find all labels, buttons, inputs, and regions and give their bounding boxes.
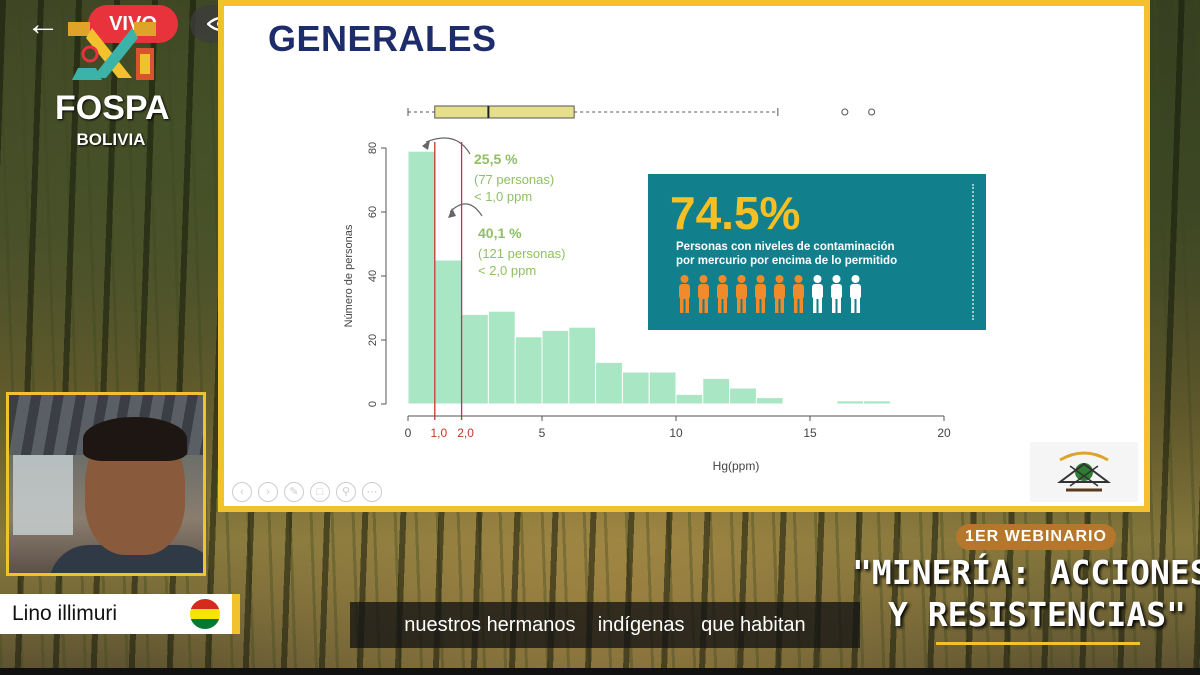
reference-line-label: 2,0: [457, 426, 474, 440]
x-tick-label: 20: [937, 426, 951, 440]
org-logo-name: FOSPA: [55, 89, 170, 127]
histogram-bar: [487, 310, 516, 405]
fospa-logo-icon: [68, 22, 156, 80]
y-tick-label: 40: [367, 270, 379, 282]
person-icon: [755, 275, 766, 313]
infobox-percent: 74.5%: [670, 187, 801, 239]
histogram-bar: [514, 336, 543, 405]
presenter-name: Lino illimuri: [12, 602, 118, 625]
organization-seal-icon: [1030, 442, 1138, 502]
x-axis-label: Hg(ppm): [713, 459, 760, 473]
annotation-1-count: (77 personas): [474, 172, 554, 187]
person-icon: [850, 275, 861, 313]
histogram-bar: [568, 326, 597, 405]
histogram-bar: [729, 387, 757, 405]
boxplot-outlier: [841, 108, 849, 116]
annotation-2-percent: 40,1 %: [478, 225, 522, 241]
histogram-bar: [621, 371, 650, 405]
annotation-arrow-1: [425, 137, 471, 155]
y-tick-label: 20: [367, 334, 379, 346]
person-icon: [679, 275, 690, 313]
histogram-bar: [407, 150, 436, 405]
histogram-bar: [434, 259, 463, 405]
annotation-2-threshold: < 2,0 ppm: [478, 263, 536, 278]
webcam-video: [9, 395, 203, 573]
histogram-bar: [461, 313, 489, 405]
infobox-text: Personas con niveles de contaminación po…: [676, 240, 966, 268]
person-icon: [698, 275, 709, 313]
bolivia-flag-icon: [190, 599, 220, 629]
person-icon: [812, 275, 823, 313]
histogram-bar: [702, 377, 731, 405]
histogram-bar: [863, 400, 891, 405]
presentation-slide: GENERALES 1,0 2,0 0 20 40 60 80 0 5 10 15 20 Hg(ppm…: [224, 6, 1144, 506]
slide-frame: GENERALES 1,0 2,0 0 20 40 60 80 0 5 10 15 20 Hg(ppm…: [218, 0, 1150, 512]
annotation-arrowhead-1: [422, 140, 430, 150]
infobox-divider: [972, 184, 974, 320]
reference-line-label: 1,0: [430, 426, 447, 440]
zoom-icon[interactable]: ⚲: [336, 482, 356, 502]
pen-icon[interactable]: ✎: [284, 482, 304, 502]
live-caption: nuestros hermanos indígenas que habitan: [350, 602, 860, 648]
slide-title: GENERALES: [268, 18, 497, 59]
prev-icon[interactable]: ‹: [232, 482, 252, 502]
webinar-title: "MINERÍA: ACCIONES Y RESISTENCIAS": [852, 552, 1200, 636]
arrow-left-icon[interactable]: ←: [26, 5, 60, 43]
webcam-window: [13, 455, 73, 535]
person-icon: [831, 275, 842, 313]
histogram-bar: [648, 371, 677, 405]
presenter-hair: [83, 417, 187, 461]
person-icon: [774, 275, 785, 313]
person-icon: [717, 275, 728, 313]
person-icon: [793, 275, 804, 313]
annotation-1-percent: 25,5 %: [474, 151, 518, 167]
boxplot-box: [434, 105, 575, 119]
y-axis-label: Número de personas: [343, 224, 355, 327]
annotation-2-count: (121 personas): [478, 246, 565, 261]
y-tick-label: 0: [367, 401, 379, 407]
x-tick-label: 0: [405, 426, 412, 440]
boxplot-outlier: [868, 108, 876, 116]
copy-icon[interactable]: □: [310, 482, 330, 502]
annotation-arrow-2: [449, 203, 483, 217]
live-badge: VIVO: [88, 5, 178, 43]
presenter-name-tag: Lino illimuri: [0, 594, 240, 634]
histogram-bar: [675, 393, 704, 405]
more-icon[interactable]: ⋯: [362, 482, 382, 502]
next-icon[interactable]: ›: [258, 482, 278, 502]
x-tick-label: 10: [669, 426, 683, 440]
histogram-bar: [595, 361, 623, 405]
histogram-chart: 1,0 2,0 0 20 40 60 80 0 5 10 15 20 Hg(ppm) Número de…: [343, 105, 951, 473]
y-tick-label: 60: [367, 206, 379, 218]
slide-controls: ‹ › ✎ □ ⚲ ⋯: [232, 482, 382, 502]
webinar-title-line2: Y RESISTENCIAS": [888, 595, 1187, 634]
org-logo-country: BOLIVIA: [76, 130, 146, 149]
y-tick-label: 80: [367, 142, 379, 154]
person-icon: [736, 275, 747, 313]
people-icons: [676, 274, 864, 314]
histogram-bar: [541, 329, 570, 405]
annotation-1-threshold: < 1,0 ppm: [474, 189, 532, 204]
webinar-title-line1: "MINERÍA: ACCIONES: [852, 553, 1200, 592]
x-tick-label: 5: [539, 426, 546, 440]
bottom-strip: [0, 668, 1200, 675]
webinar-badge: 1ER WEBINARIO: [956, 524, 1116, 550]
webinar-title-underline: [936, 642, 1140, 645]
infobox-text-line1: Personas con niveles de contaminación: [676, 241, 895, 253]
annotation-arrowhead-2: [448, 208, 456, 218]
presenter-webcam: [6, 392, 206, 576]
histogram-bar: [836, 400, 865, 405]
x-tick-label: 15: [803, 426, 817, 440]
histogram-bar: [755, 397, 784, 405]
infobox-text-line2: por mercurio por encima de lo permitido: [676, 255, 898, 267]
contamination-infobox: 74.5% Personas con niveles de contaminac…: [648, 174, 986, 330]
